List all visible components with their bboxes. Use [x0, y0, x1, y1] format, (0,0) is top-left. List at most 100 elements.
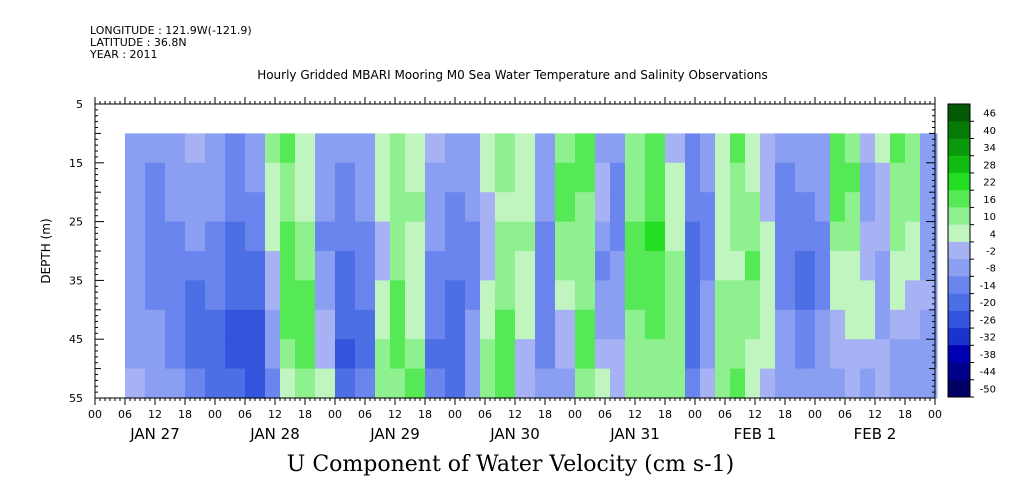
heatmap-cell	[845, 339, 861, 370]
heatmap-cell	[125, 133, 146, 164]
heatmap-cell	[165, 339, 186, 370]
heatmap-cell	[625, 251, 646, 281]
colorbar-label: 40	[983, 126, 996, 137]
heatmap-cell	[920, 192, 936, 223]
heatmap-cell	[830, 162, 846, 193]
heatmap-cell	[390, 309, 406, 340]
x-hour-label: 06	[118, 408, 132, 421]
heatmap-cell	[745, 251, 761, 281]
heatmap-cell	[405, 251, 426, 281]
colorbar-swatch	[948, 345, 970, 364]
heatmap-cell	[535, 251, 556, 281]
heatmap-cell	[645, 133, 666, 164]
x-hour-label: 12	[148, 408, 162, 421]
x-hour-label: 06	[718, 408, 732, 421]
heatmap-cell	[205, 221, 226, 252]
heatmap-cell	[935, 368, 938, 399]
x-hour-label: 00	[568, 408, 582, 421]
heatmap-cell	[920, 309, 936, 340]
heatmap-cell	[860, 162, 876, 193]
heatmap-cell	[890, 192, 906, 223]
heatmap-cell	[315, 162, 336, 193]
colorbar-label: 46	[983, 109, 996, 120]
heatmap-cell	[480, 309, 496, 340]
heatmap-cell	[465, 192, 481, 223]
heatmap-cell	[405, 368, 426, 399]
x-hour-label: 12	[748, 408, 762, 421]
heatmap-cell	[610, 309, 626, 340]
heatmap-cell	[595, 368, 611, 399]
heatmap-cell	[315, 251, 336, 281]
heatmap-cell	[425, 162, 446, 193]
x-day-label: JAN 30	[489, 425, 540, 443]
heatmap-cell	[165, 251, 186, 281]
heatmap-cell	[745, 368, 761, 399]
x-hour-label: 06	[598, 408, 612, 421]
heatmap-cell	[715, 368, 731, 399]
heatmap-cell	[405, 162, 426, 193]
heatmap-cell	[405, 133, 426, 164]
heatmap-cell	[465, 221, 481, 252]
heatmap-cell	[280, 162, 296, 193]
heatmap-cell	[685, 280, 701, 311]
x-hour-label: 18	[298, 408, 312, 421]
heatmap-cell	[775, 192, 796, 223]
heatmap-cell	[815, 221, 831, 252]
colorbar-swatch	[948, 310, 970, 329]
heatmap-cell	[375, 368, 391, 399]
heatmap-cell	[280, 251, 296, 281]
y-tick-label: 25	[69, 216, 83, 229]
colorbar-swatch	[948, 172, 970, 191]
heatmap-cell	[665, 251, 686, 281]
heatmap-cell	[890, 133, 906, 164]
heatmap-cell	[185, 280, 206, 311]
heatmap-cell	[860, 309, 876, 340]
heatmap-cell	[830, 368, 846, 399]
heatmap-cell	[185, 368, 206, 399]
heatmap-cell	[425, 339, 446, 370]
heatmap-cell	[795, 221, 816, 252]
heatmap-cell	[205, 309, 226, 340]
heatmap-cell	[935, 221, 938, 252]
heatmap-cell	[465, 309, 481, 340]
heatmap-cell	[295, 221, 316, 252]
heatmap-cell	[645, 192, 666, 223]
heatmap-cell	[390, 133, 406, 164]
heatmap-cell	[595, 192, 611, 223]
heatmap-cell	[760, 192, 776, 223]
heatmap-cell	[685, 251, 701, 281]
x-axis-title-wrap: U Component of Water Velocity (cm s-1)	[0, 452, 1009, 477]
heatmap-cell	[795, 280, 816, 311]
x-hour-label: 06	[838, 408, 852, 421]
heatmap-cell	[225, 192, 246, 223]
heatmap-cell	[905, 368, 921, 399]
heatmap-cell	[860, 251, 876, 281]
heatmap-cell	[495, 192, 516, 223]
heatmap-cell	[315, 368, 336, 399]
heatmap-cell	[125, 339, 146, 370]
heatmap-cell	[745, 221, 761, 252]
heatmap-cell	[515, 221, 536, 252]
heatmap-cell	[425, 133, 446, 164]
heatmap-cell	[715, 192, 731, 223]
heatmap-cell	[875, 368, 891, 399]
heatmap-cell	[610, 162, 626, 193]
heatmap-cell	[495, 133, 516, 164]
heatmap-cell	[575, 280, 596, 311]
heatmap-cell	[700, 162, 716, 193]
x-hour-label: 00	[808, 408, 822, 421]
heatmap-cell	[905, 133, 921, 164]
heatmap-cell	[555, 192, 576, 223]
longitude-text: LONGITUDE : 121.9W(-121.9)	[90, 24, 252, 37]
heatmap-cell	[315, 309, 336, 340]
heatmap-cell	[795, 339, 816, 370]
heatmap-cell	[480, 251, 496, 281]
heatmap-cell	[445, 280, 466, 311]
heatmap-cell	[700, 368, 716, 399]
heatmap-cell	[295, 192, 316, 223]
heatmap-cell	[920, 162, 936, 193]
heatmap-cell	[845, 162, 861, 193]
heatmap-cell	[905, 309, 921, 340]
heatmap-cell	[280, 192, 296, 223]
x-hour-label: 12	[868, 408, 882, 421]
